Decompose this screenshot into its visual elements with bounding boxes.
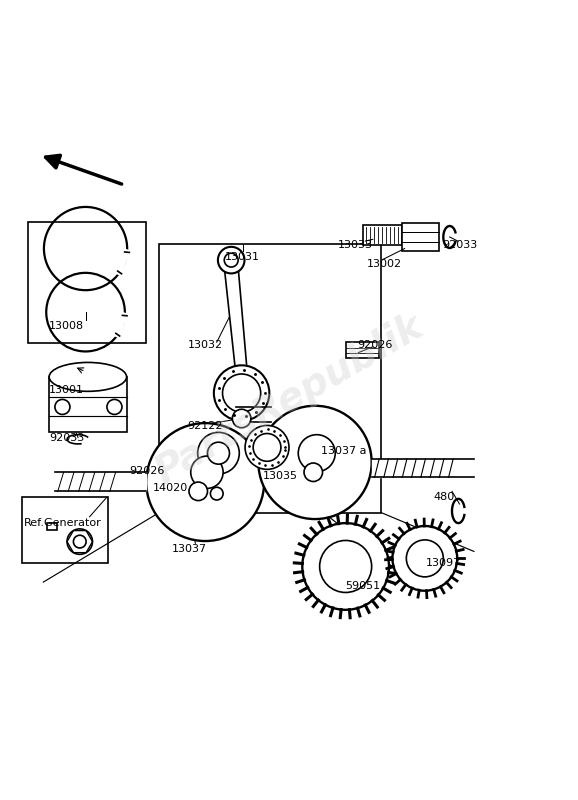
Text: 13097: 13097 [427, 558, 461, 568]
Circle shape [107, 399, 122, 414]
Text: 59051: 59051 [346, 581, 380, 591]
Text: 13031: 13031 [225, 252, 260, 262]
Text: 13008: 13008 [49, 321, 84, 331]
Circle shape [67, 529, 92, 554]
Circle shape [320, 541, 372, 593]
Circle shape [146, 423, 264, 541]
Circle shape [218, 247, 244, 274]
Circle shape [214, 366, 269, 421]
Bar [159, 244, 381, 513]
Text: 13001: 13001 [49, 385, 84, 394]
Circle shape [73, 535, 86, 548]
Text: 92033: 92033 [442, 240, 477, 250]
Circle shape [245, 426, 289, 470]
Bar [22, 497, 108, 563]
Text: 13035: 13035 [263, 471, 298, 482]
Circle shape [208, 442, 229, 464]
Circle shape [189, 482, 208, 501]
Circle shape [191, 456, 223, 489]
Circle shape [232, 410, 251, 428]
Circle shape [253, 434, 281, 462]
Circle shape [302, 523, 389, 610]
Text: 92026: 92026 [129, 466, 165, 475]
Bar [49, 377, 127, 432]
Ellipse shape [49, 362, 127, 391]
Text: PartsRepublik: PartsRepublik [148, 308, 430, 492]
Circle shape [258, 406, 372, 519]
Circle shape [392, 526, 457, 590]
Text: 13037 a: 13037 a [321, 446, 366, 456]
Text: 480: 480 [434, 492, 454, 502]
Text: 92033: 92033 [49, 433, 84, 442]
Circle shape [304, 463, 323, 482]
Circle shape [210, 487, 223, 500]
Text: 13032: 13032 [188, 340, 223, 350]
Circle shape [223, 374, 261, 412]
Text: 14020: 14020 [153, 483, 188, 493]
Text: 13037: 13037 [172, 544, 207, 554]
Bar [363, 225, 402, 245]
Text: 92026: 92026 [357, 340, 392, 350]
Circle shape [298, 434, 335, 472]
Text: 13033: 13033 [338, 240, 373, 250]
Circle shape [224, 253, 238, 267]
Bar [402, 223, 439, 251]
Circle shape [406, 540, 443, 577]
Bar [28, 222, 146, 343]
Polygon shape [47, 522, 57, 530]
Bar [346, 342, 379, 358]
Text: 13002: 13002 [367, 259, 402, 269]
Circle shape [55, 399, 70, 414]
Circle shape [198, 432, 239, 474]
Polygon shape [224, 267, 247, 374]
Text: Ref.Generator: Ref.Generator [24, 518, 101, 527]
Text: 92122: 92122 [187, 421, 223, 431]
